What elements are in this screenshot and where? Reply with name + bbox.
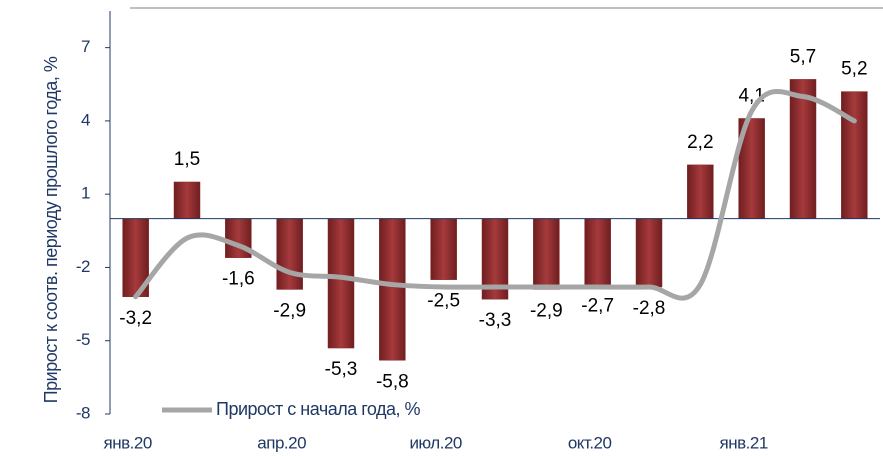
bar — [584, 218, 611, 285]
bar — [173, 181, 201, 219]
bar — [276, 218, 303, 290]
data-label: 2,2 — [687, 132, 713, 153]
data-label: -2,8 — [633, 298, 666, 319]
x-tick-label: апр.20 — [257, 433, 306, 452]
y-tick-label: -8 — [76, 403, 90, 422]
bar — [789, 79, 817, 219]
data-label: -2,5 — [427, 291, 460, 312]
line — [133, 89, 857, 301]
data-label: 5,7 — [790, 46, 816, 67]
data-label: 5,2 — [841, 59, 867, 80]
x-tick-label: окт.20 — [568, 433, 612, 452]
data-label: -2,9 — [530, 300, 563, 321]
x-tick-label: июл.20 — [409, 433, 461, 452]
bar — [533, 218, 560, 290]
bar — [841, 91, 868, 219]
data-label: -3,2 — [119, 308, 152, 329]
x-tick-label: янв.21 — [720, 433, 768, 452]
data-label: -2,7 — [581, 296, 614, 317]
x-tick-label: янв.20 — [104, 433, 152, 452]
data-label: -2,9 — [273, 300, 306, 321]
data-label: -1,6 — [222, 269, 255, 290]
y-tick-label: 1 — [81, 184, 90, 203]
legend-label: Прирост с начала года, % — [216, 399, 421, 419]
y-tick-label: 4 — [81, 110, 90, 129]
y-tick-label: 7 — [81, 37, 90, 56]
bar — [430, 218, 457, 280]
y-tick-label: -5 — [76, 330, 90, 349]
y-axis-label: Прирост к соотв. периоду прошлого года, … — [41, 56, 61, 403]
bar — [379, 218, 406, 361]
bar — [687, 164, 714, 219]
data-label: -5,3 — [325, 359, 358, 380]
y-tick-label: -2 — [76, 257, 90, 276]
data-label: 1,5 — [174, 149, 200, 170]
bar — [635, 218, 663, 288]
data-label: -3,3 — [479, 310, 512, 331]
bar — [327, 218, 355, 349]
data-label: -5,8 — [376, 371, 409, 392]
